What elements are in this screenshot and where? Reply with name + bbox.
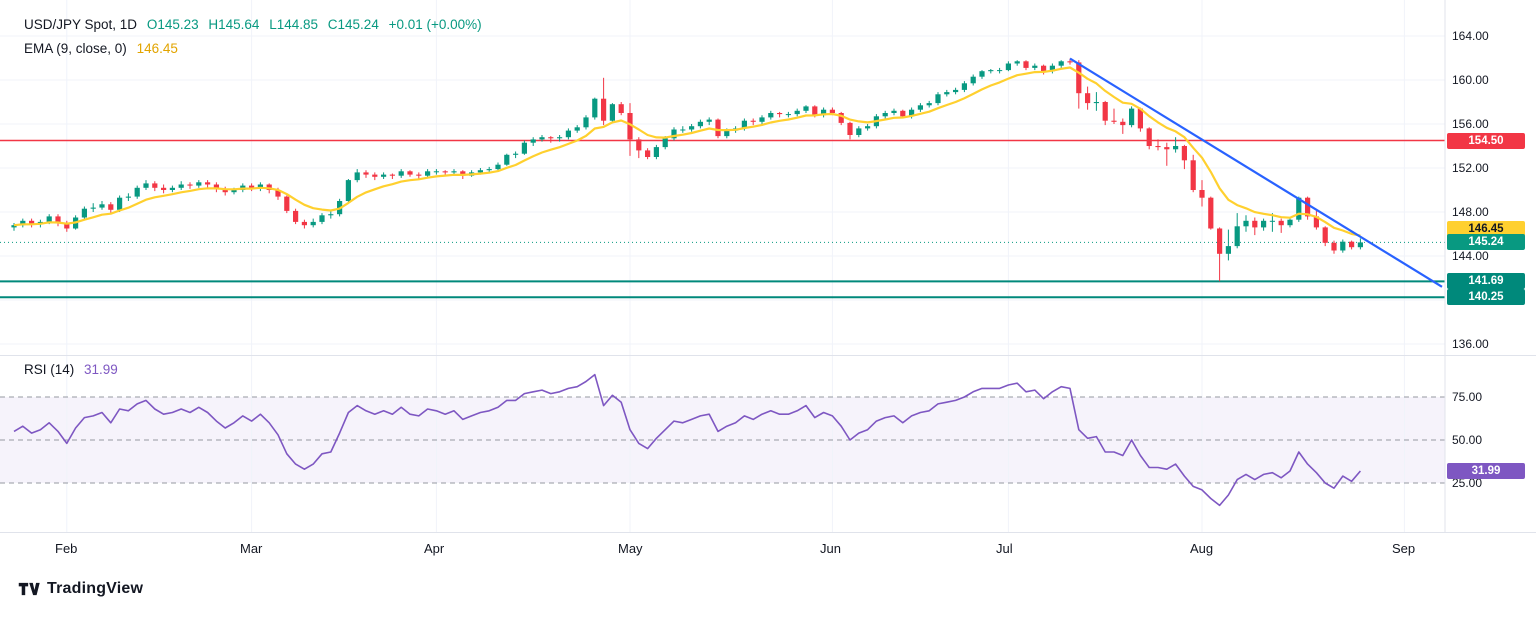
- time-axis-label: Sep: [1392, 541, 1416, 556]
- price-axis-badge: 140.25: [1447, 289, 1525, 306]
- svg-text:144.00: 144.00: [1452, 249, 1489, 263]
- ohlc-low: L144.85: [269, 17, 319, 32]
- time-axis[interactable]: Feb Mar Apr May Jun Jul Aug Sep: [0, 532, 1536, 561]
- watermark-text: TradingView: [47, 580, 144, 597]
- rsi-indicator-legend[interactable]: RSI (14) 31.99: [24, 362, 124, 377]
- ohlc-high: H145.64: [208, 17, 260, 32]
- time-axis-label: Feb: [55, 541, 78, 556]
- time-axis-label: May: [618, 541, 643, 556]
- ema-indicator-label[interactable]: EMA (9, close, 0): [24, 41, 127, 56]
- price-gridlines: [0, 0, 1445, 355]
- svg-text:136.00: 136.00: [1452, 337, 1489, 351]
- ema-indicator-row: EMA (9, close, 0) 146.45: [24, 37, 488, 61]
- time-axis-label: Jul: [996, 541, 1013, 556]
- svg-text:148.00: 148.00: [1452, 205, 1489, 219]
- svg-text:25.00: 25.00: [1452, 476, 1482, 490]
- price-axis-badge: 154.50: [1447, 132, 1525, 149]
- ohlc-open: O145.23: [146, 17, 199, 32]
- svg-text:164.00: 164.00: [1452, 29, 1489, 43]
- candlestick-series: [11, 58, 1363, 282]
- ohlc-change: +0.01 (+0.00%): [388, 17, 482, 32]
- ema-line: [13, 66, 1361, 237]
- symbol-row: USD/JPY Spot, 1D O145.23 H145.64 L144.85…: [24, 13, 488, 37]
- price-pane-canvas[interactable]: 164.00 160.00 156.00 152.00 148.00 144.00 136.…: [0, 0, 1536, 356]
- svg-text:152.00: 152.00: [1452, 161, 1489, 175]
- time-axis-label: Aug: [1190, 541, 1214, 556]
- svg-text:75.00: 75.00: [1452, 390, 1482, 404]
- horizontal-level-lines[interactable]: [0, 139, 1445, 299]
- svg-text:50.00: 50.00: [1452, 433, 1482, 447]
- time-axis-label: Apr: [424, 541, 445, 556]
- ema-indicator-value: 146.45: [136, 41, 178, 56]
- price-axis-badge: 146.45: [1447, 221, 1525, 238]
- rsi-line: [13, 373, 1362, 507]
- main-legend[interactable]: USD/JPY Spot, 1D O145.23 H145.64 L144.85…: [24, 13, 488, 61]
- rsi-indicator-value: 31.99: [84, 362, 118, 377]
- svg-text:160.00: 160.00: [1452, 73, 1489, 87]
- rsi-level-lines: [0, 396, 1445, 484]
- price-axis-badge: 31.99: [1447, 462, 1525, 479]
- ohlc-close: C145.24: [327, 17, 379, 32]
- trendline[interactable]: [1069, 57, 1443, 288]
- time-axis-label: Mar: [240, 541, 263, 556]
- rsi-pane-canvas[interactable]: 75.00 50.00 25.00: [0, 356, 1536, 532]
- time-axis-label: Jun: [820, 541, 841, 556]
- svg-text:156.00: 156.00: [1452, 117, 1489, 131]
- tradingview-logo-icon: [18, 580, 40, 598]
- rsi-indicator-label[interactable]: RSI (14): [24, 362, 75, 377]
- price-axis-ticks: 164.00 160.00 156.00 152.00 148.00 144.00 136.…: [1452, 29, 1489, 351]
- symbol-title[interactable]: USD/JPY Spot, 1D: [24, 17, 138, 32]
- tradingview-watermark[interactable]: TradingView: [18, 580, 143, 598]
- price-axis-badge: 145.24: [1447, 234, 1525, 251]
- price-axis-badge: 141.69: [1447, 273, 1525, 290]
- rsi-axis-ticks: 75.00 50.00 25.00: [1452, 390, 1482, 490]
